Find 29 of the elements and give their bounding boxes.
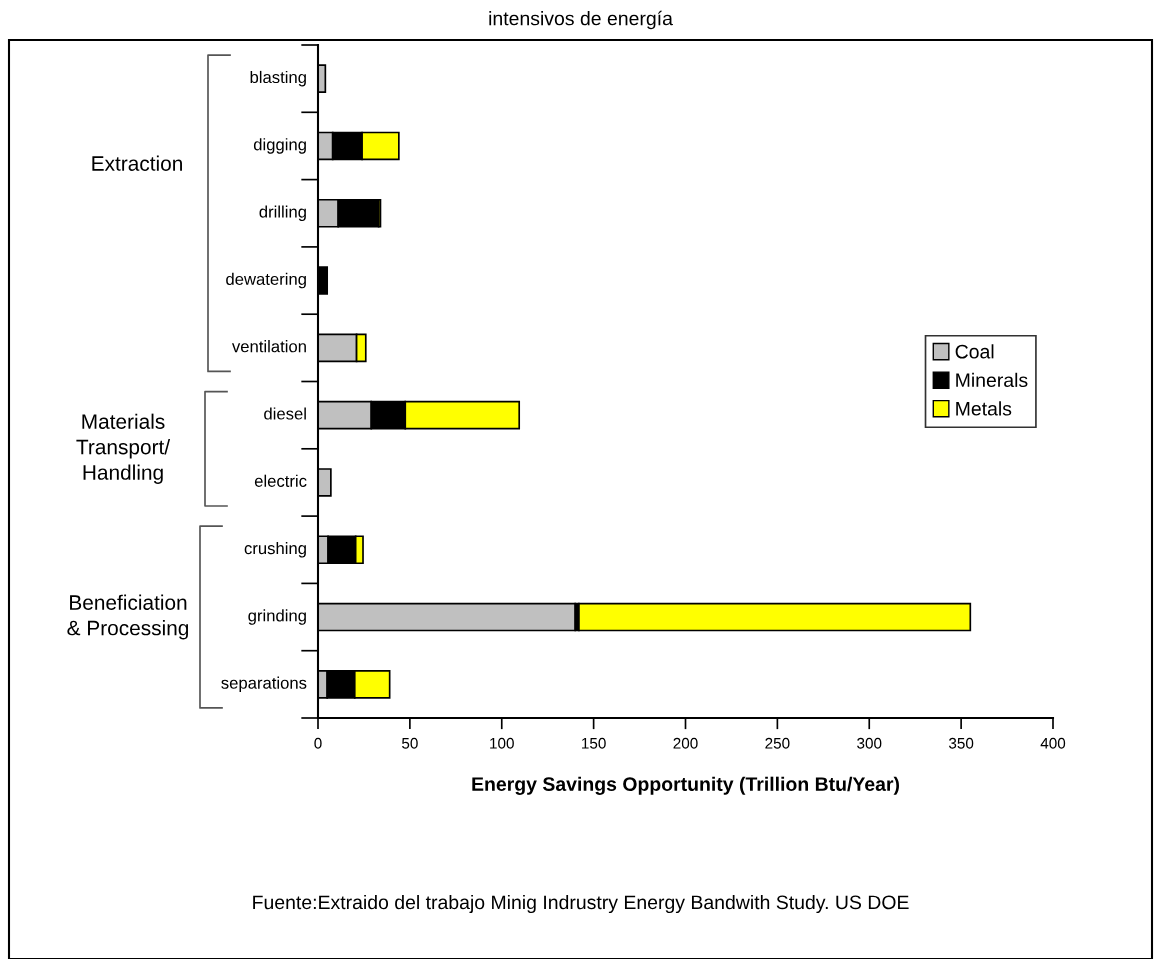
text: Beneficiation & Processing	[67, 594, 189, 640]
x-axis-title: Energy Savings Opportunity (Trillion Btu/Year)	[472, 776, 900, 795]
y-tick-label: electric	[254, 474, 307, 487]
x-tick-label: 0	[314, 737, 322, 749]
legend-label: Metals	[956, 401, 1012, 416]
x-tick-label: 300	[857, 737, 882, 749]
y-tick-label: dewatering	[226, 272, 306, 289]
bar	[578, 602, 972, 632]
legend-label: Coal	[955, 344, 994, 359]
y-tick-label: drilling	[259, 205, 306, 222]
x-tick-label: 350	[948, 737, 974, 749]
chart-title: intensivos de energía	[489, 10, 673, 30]
x-tick-label: 150	[582, 737, 606, 749]
y-tick-label: digging	[253, 138, 306, 154]
x-tick-label: 250	[765, 737, 790, 749]
text: Extraction	[92, 155, 182, 171]
x-tick-label: 400	[1040, 737, 1066, 749]
x-tick-label: 200	[673, 737, 698, 749]
source-note: Fuente:Extraido del trabajo Minig Indrustry Energy Bandwith Study. US DOE	[253, 894, 909, 914]
text: Materials Transport/ Handling	[76, 413, 171, 484]
y-tick-label: crushing	[244, 541, 306, 558]
legend-label: Minerals	[956, 372, 1028, 388]
y-tick-label: separations	[221, 676, 307, 693]
y-tick-label: ventilation	[231, 340, 306, 353]
y-tick-label: blasting	[250, 70, 306, 87]
y-tick-label: grinding	[248, 609, 306, 625]
x-tick-label: 50	[401, 737, 418, 749]
y-tick-label: diesel	[264, 407, 306, 420]
x-tick-label: 100	[490, 737, 514, 749]
